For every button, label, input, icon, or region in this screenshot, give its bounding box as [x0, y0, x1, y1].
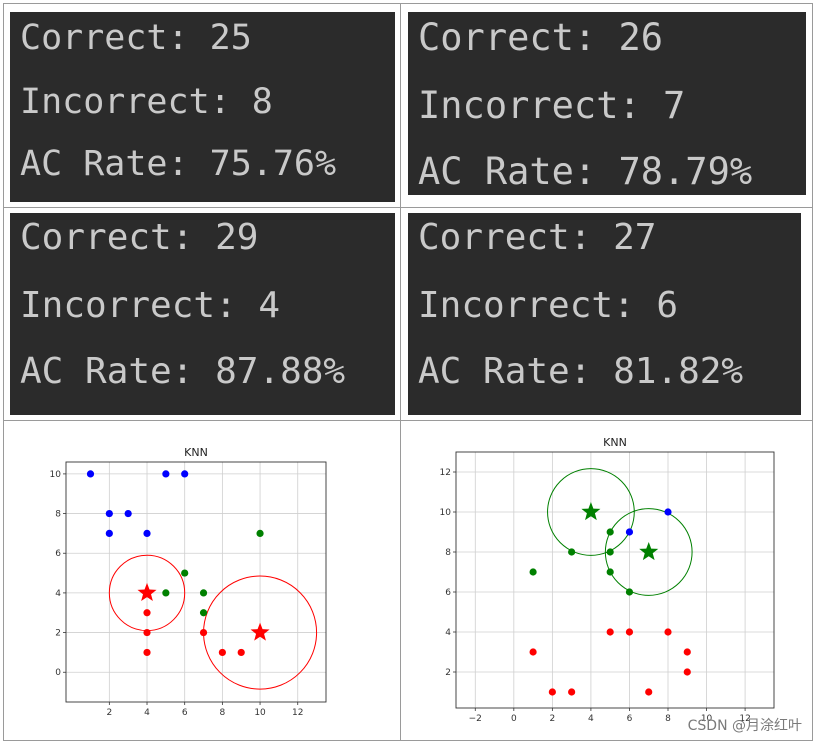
- ac-rate-text: AC Rate: 81.82%: [418, 351, 744, 392]
- x-tick-label: 2: [549, 714, 555, 724]
- data-point: [237, 648, 245, 657]
- plot-frame: [65, 461, 327, 703]
- data-point: [529, 568, 537, 576]
- data-point: [606, 528, 614, 536]
- neighbor-radius-circle: [604, 508, 693, 596]
- ac-rate-text: AC Rate: 75.76%: [20, 144, 337, 184]
- correct-count-text: Correct: 25: [20, 18, 252, 58]
- correct-count-text: Correct: 27: [418, 217, 657, 258]
- data-point: [664, 628, 672, 636]
- data-point: [568, 688, 576, 696]
- data-point: [162, 470, 170, 478]
- data-point: [256, 529, 264, 538]
- chart-title: KNN: [184, 446, 208, 459]
- incorrect-count-text: Incorrect: 6: [418, 285, 679, 326]
- query-star-marker: [639, 542, 659, 561]
- ac-rate-text: AC Rate: 87.88%: [20, 351, 346, 392]
- x-tick-label: 0: [511, 714, 517, 724]
- data-point: [664, 508, 672, 516]
- data-point: [683, 668, 691, 676]
- x-tick-label: 2: [106, 708, 112, 718]
- data-point: [606, 628, 614, 636]
- x-tick-label: 10: [254, 708, 266, 718]
- x-tick-label: 6: [627, 714, 633, 724]
- data-point: [181, 569, 189, 577]
- y-tick-label: 10: [440, 508, 452, 518]
- chart-title: KNN: [603, 436, 627, 449]
- query-star-marker: [581, 502, 601, 521]
- x-tick-label: −2: [469, 714, 482, 724]
- x-tick-label: 8: [220, 708, 226, 718]
- data-point: [606, 568, 614, 576]
- data-point: [199, 628, 208, 637]
- plot-frame: [455, 451, 775, 709]
- data-point: [625, 588, 634, 596]
- y-tick-label: 12: [440, 468, 451, 478]
- y-tick-label: 10: [50, 470, 62, 480]
- data-point: [124, 509, 132, 518]
- incorrect-count-text: Incorrect: 8: [20, 82, 273, 122]
- y-tick-label: 4: [55, 589, 61, 599]
- data-point: [568, 548, 576, 556]
- data-point: [683, 648, 691, 656]
- ac-rate-text: AC Rate: 78.79%: [418, 150, 753, 193]
- data-point: [143, 609, 151, 617]
- data-point: [143, 529, 151, 538]
- result-panel-3: Correct: 29 Incorrect: 4 AC Rate: 87.88%: [10, 213, 395, 415]
- data-point: [181, 470, 189, 478]
- data-point: [606, 548, 614, 556]
- correct-count-text: Correct: 29: [20, 217, 259, 258]
- incorrect-count-text: Incorrect: 4: [20, 285, 281, 326]
- data-point: [218, 648, 226, 657]
- incorrect-count-text: Incorrect: 7: [418, 84, 686, 127]
- y-tick-label: 8: [445, 548, 451, 558]
- data-point: [86, 470, 95, 478]
- x-tick-label: 12: [292, 708, 303, 718]
- table-border-right: [812, 3, 813, 741]
- query-star-marker: [137, 582, 157, 601]
- x-tick-label: 10: [701, 714, 713, 724]
- data-point: [625, 628, 634, 636]
- watermark-text: CSDN @月涂红叶: [687, 718, 802, 734]
- y-tick-label: 2: [445, 668, 451, 678]
- data-point: [625, 528, 634, 536]
- data-point: [199, 589, 208, 597]
- data-point: [105, 529, 113, 538]
- table-border-row2: [3, 420, 813, 421]
- data-point: [199, 609, 208, 617]
- correct-count-text: Correct: 26: [418, 16, 664, 59]
- x-tick-label: 12: [739, 714, 750, 724]
- query-star-marker: [250, 622, 270, 641]
- x-tick-label: 4: [144, 708, 150, 718]
- data-point: [548, 688, 556, 696]
- x-tick-label: 6: [182, 708, 188, 718]
- result-panel-2: Correct: 26 Incorrect: 7 AC Rate: 78.79%: [408, 12, 806, 195]
- result-panel-4: Correct: 27 Incorrect: 6 AC Rate: 81.82%: [408, 213, 801, 415]
- knn-plot-2: KNN −2 0 2 4 6 8 10 12 2 4 6 8 10 12: [440, 436, 775, 724]
- table-border-bottom: [3, 740, 813, 741]
- x-tick-label: 4: [588, 714, 594, 724]
- x-tick-label: 8: [665, 714, 671, 724]
- data-point: [162, 589, 170, 597]
- table-border-left: [3, 3, 4, 741]
- data-point: [529, 648, 537, 656]
- data-point: [143, 628, 151, 637]
- y-tick-label: 8: [55, 510, 61, 520]
- table-border-top: [3, 3, 813, 4]
- table-border-middle: [400, 3, 401, 741]
- y-tick-label: 6: [445, 588, 451, 598]
- result-panel-1: Correct: 25 Incorrect: 8 AC Rate: 75.76%: [10, 12, 395, 202]
- y-tick-label: 0: [55, 668, 61, 678]
- table-border-row1: [3, 207, 813, 208]
- data-point: [143, 648, 151, 657]
- y-tick-label: 2: [55, 629, 61, 639]
- data-point: [645, 688, 653, 696]
- y-tick-label: 4: [445, 628, 451, 638]
- y-tick-label: 6: [55, 549, 61, 559]
- data-point: [105, 509, 113, 518]
- neighbor-radius-circle: [547, 468, 635, 556]
- knn-plot-1: KNN 2 4 6 8 10 12 0 2 4 6 8 10: [50, 446, 327, 718]
